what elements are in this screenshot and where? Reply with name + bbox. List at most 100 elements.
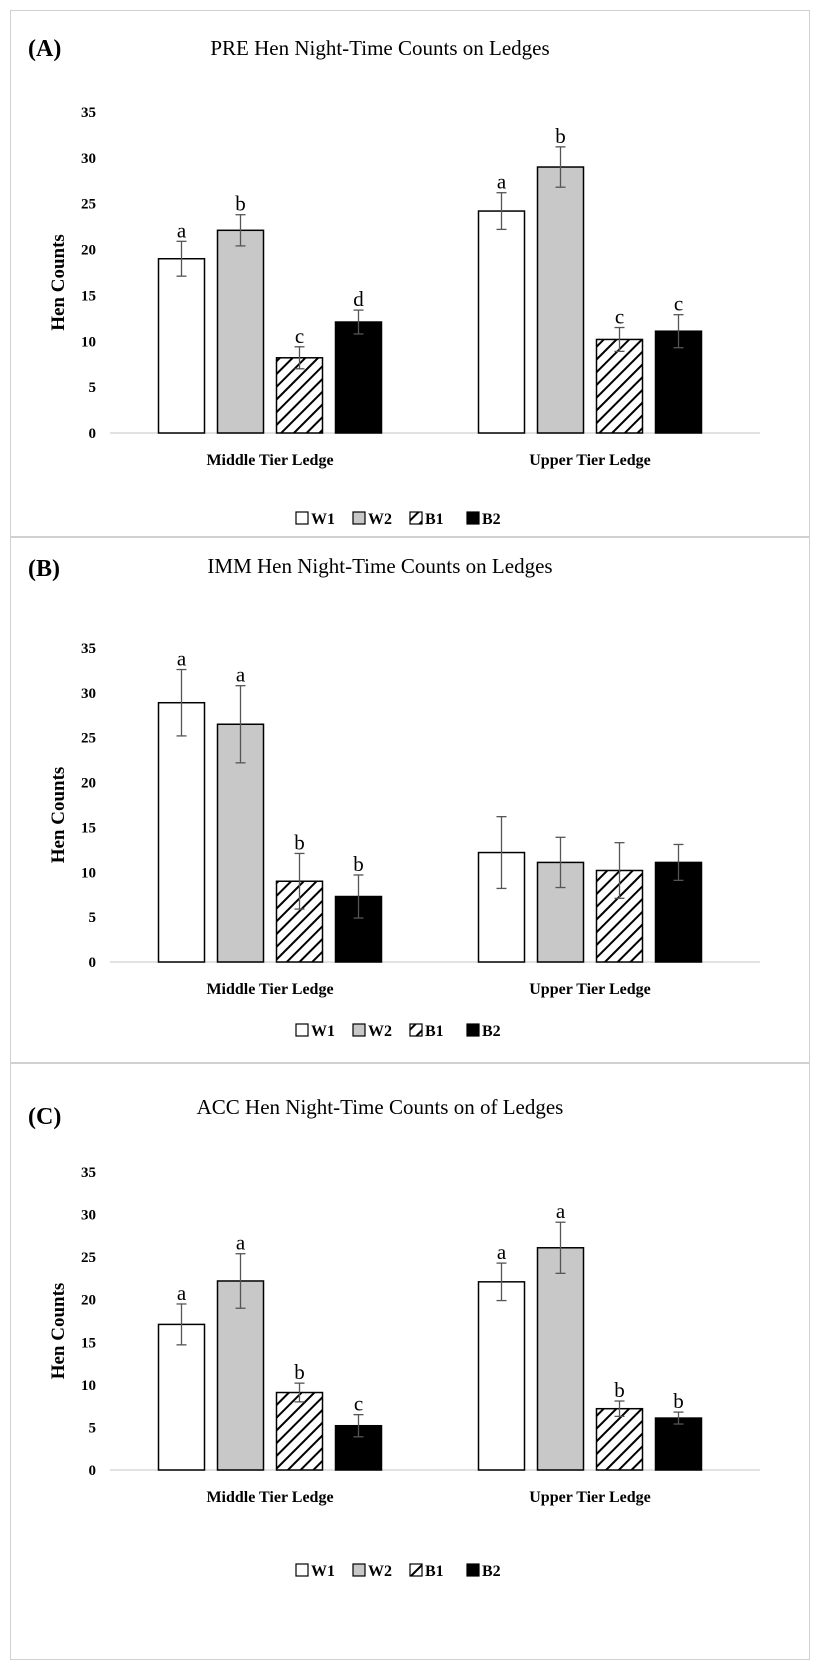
legend-swatch-b1: [409, 511, 423, 525]
legend-swatch-b2: [466, 511, 480, 525]
y-tick-label: 30: [81, 151, 96, 167]
significance-letter: c: [674, 292, 683, 316]
legend-swatch-b1: [409, 1023, 423, 1037]
chart-panel-a: (A) PRE Hen Night-Time Counts on Ledges He…: [28, 36, 760, 528]
chart-panel-c: (C) ACC Hen Night-Time Counts on of Ledge…: [28, 1095, 760, 1580]
legend-label: W1: [311, 511, 335, 528]
significance-letter: c: [615, 305, 624, 329]
legend-swatch-w1: [295, 1563, 309, 1577]
legend: W1 W2 B1 B2: [295, 511, 501, 528]
significance-letter: c: [295, 324, 304, 348]
y-tick-label: 20: [81, 1293, 96, 1309]
significance-letter: b: [614, 1378, 625, 1402]
significance-letter: a: [177, 218, 187, 242]
legend: W1 W2 B1 B2: [295, 1023, 501, 1040]
x-category-label: Upper Tier Ledge: [529, 981, 651, 998]
panel-label: (A): [28, 36, 61, 62]
bar-w2: [536, 166, 585, 434]
x-category-label: Upper Tier Ledge: [529, 452, 651, 469]
y-axis-label: Hen Counts: [48, 767, 69, 864]
legend-label: B1: [425, 1563, 444, 1580]
legend-label: B1: [425, 511, 444, 528]
legend-swatch-b2: [466, 1023, 480, 1037]
bar-b1: [595, 1407, 644, 1471]
legend: W1 W2 B1 B2: [295, 1563, 501, 1580]
bar-b2: [654, 1417, 703, 1471]
chart-title: IMM Hen Night-Time Counts on Ledges: [207, 554, 552, 578]
y-tick-label: 20: [81, 243, 96, 259]
y-tick-label: 0: [89, 955, 97, 971]
y-tick-label: 5: [89, 910, 97, 926]
panel-border: [10, 1063, 810, 1660]
legend-label: W1: [311, 1023, 335, 1040]
y-tick-label: 10: [81, 334, 96, 350]
panel-label: (C): [28, 1104, 61, 1130]
y-tick-label: 25: [81, 197, 96, 213]
y-tick-label: 10: [81, 865, 96, 881]
bar-w2: [216, 1280, 265, 1471]
legend-swatch-w2: [352, 511, 366, 525]
bar-b1: [275, 357, 324, 434]
bar-w1: [157, 701, 206, 963]
legend-label: B2: [482, 1023, 501, 1040]
y-tick-label: 25: [81, 1250, 96, 1266]
significance-letter: b: [353, 852, 364, 876]
chart-title: PRE Hen Night-Time Counts on Ledges: [210, 36, 549, 60]
significance-letter: a: [556, 1199, 566, 1223]
legend-label: B1: [425, 1023, 444, 1040]
chart-panel-b: (B) IMM Hen Night-Time Counts on Ledges He…: [28, 554, 760, 1040]
panel-border: [10, 537, 810, 1063]
y-tick-label: 35: [81, 1165, 96, 1181]
significance-letter: b: [673, 1389, 684, 1413]
y-tick-label: 5: [89, 380, 97, 396]
bar-w2: [536, 1247, 585, 1471]
y-tick-label: 30: [81, 1208, 96, 1224]
legend-label: W1: [311, 1563, 335, 1580]
y-tick-label: 25: [81, 731, 96, 747]
significance-letter: a: [177, 1281, 187, 1305]
y-tick-label: 35: [81, 105, 96, 121]
y-tick-label: 20: [81, 776, 96, 792]
panel-border: [10, 10, 810, 537]
y-tick-label: 15: [81, 820, 96, 836]
x-category-label: Upper Tier Ledge: [529, 1489, 651, 1506]
y-tick-label: 0: [89, 426, 97, 442]
x-category-label: Middle Tier Ledge: [206, 981, 333, 998]
legend-swatch-b2: [466, 1563, 480, 1577]
y-tick-label: 0: [89, 1463, 97, 1479]
panel-label: (B): [28, 556, 60, 582]
bar-w1: [477, 210, 526, 434]
significance-letter: b: [294, 1360, 305, 1384]
bar-w1: [477, 1281, 526, 1471]
bar-b1: [595, 338, 644, 434]
bar-w1: [157, 257, 206, 434]
x-category-label: Middle Tier Ledge: [206, 452, 333, 469]
legend-swatch-w2: [352, 1563, 366, 1577]
significance-letter: d: [353, 287, 364, 311]
y-tick-label: 15: [81, 288, 96, 304]
legend-label: W2: [368, 1023, 392, 1040]
significance-letter: a: [177, 647, 187, 671]
bar-b2: [334, 321, 383, 434]
y-tick-label: 5: [89, 1420, 97, 1436]
y-tick-label: 30: [81, 686, 96, 702]
legend-label: W2: [368, 1563, 392, 1580]
significance-letter: a: [497, 170, 507, 194]
significance-letter: a: [236, 663, 246, 687]
chart-title: ACC Hen Night-Time Counts on of Ledges: [197, 1095, 564, 1119]
legend-swatch-b1: [409, 1563, 423, 1577]
significance-letter: a: [497, 1240, 507, 1264]
legend-swatch-w2: [352, 1023, 366, 1037]
y-axis-label: Hen Counts: [48, 1283, 69, 1380]
y-axis-label: Hen Counts: [48, 234, 69, 331]
significance-letter: c: [354, 1392, 363, 1416]
y-tick-label: 15: [81, 1335, 96, 1351]
bar-b1: [275, 1391, 324, 1471]
x-category-label: Middle Tier Ledge: [206, 1489, 333, 1506]
bar-w1: [157, 1323, 206, 1471]
significance-letter: b: [294, 830, 305, 854]
y-tick-label: 35: [81, 641, 96, 657]
significance-letter: b: [555, 124, 566, 148]
